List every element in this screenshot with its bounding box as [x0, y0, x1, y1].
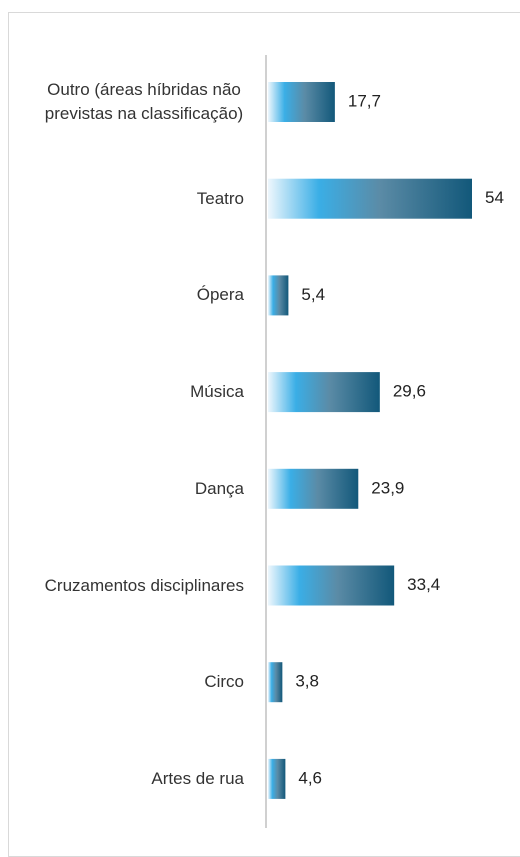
- category-label: Música: [10, 380, 244, 404]
- bar: [268, 565, 395, 606]
- bar: [268, 662, 283, 703]
- value-label: 3,8: [295, 672, 319, 691]
- value-label: 17,7: [348, 91, 381, 110]
- category-text: Teatro: [196, 188, 244, 208]
- bar: [268, 758, 286, 799]
- value-label: 23,9: [371, 478, 404, 497]
- bar: [268, 468, 359, 509]
- bar: [268, 275, 289, 316]
- category-text: Música: [190, 382, 244, 402]
- value-label: 29,6: [393, 382, 426, 401]
- value-label: 33,4: [407, 575, 440, 594]
- category-label: Ópera: [10, 283, 244, 307]
- category-text: Circo: [204, 672, 244, 692]
- value-label: 4,6: [298, 768, 322, 787]
- category-label: Teatro: [10, 187, 244, 211]
- category-text: Ópera: [196, 285, 244, 305]
- category-label: Artes de rua: [10, 767, 244, 791]
- bar: [268, 178, 472, 219]
- category-text: Cruzamentos disciplinares: [44, 575, 244, 595]
- category-label: Dança: [10, 477, 244, 501]
- category-text: Artes de rua: [151, 768, 244, 788]
- value-label: 5,4: [301, 285, 325, 304]
- category-label: Circo: [10, 670, 244, 694]
- value-label: 54: [485, 188, 504, 207]
- bar: [268, 372, 380, 413]
- bar: [268, 82, 335, 122]
- category-text: Outro (áreas híbridas não previstas na c…: [44, 80, 244, 123]
- category-label: Outro (áreas híbridas não previstas na c…: [10, 78, 244, 126]
- category-label: Cruzamentos disciplinares: [10, 574, 244, 598]
- category-text: Dança: [194, 478, 244, 498]
